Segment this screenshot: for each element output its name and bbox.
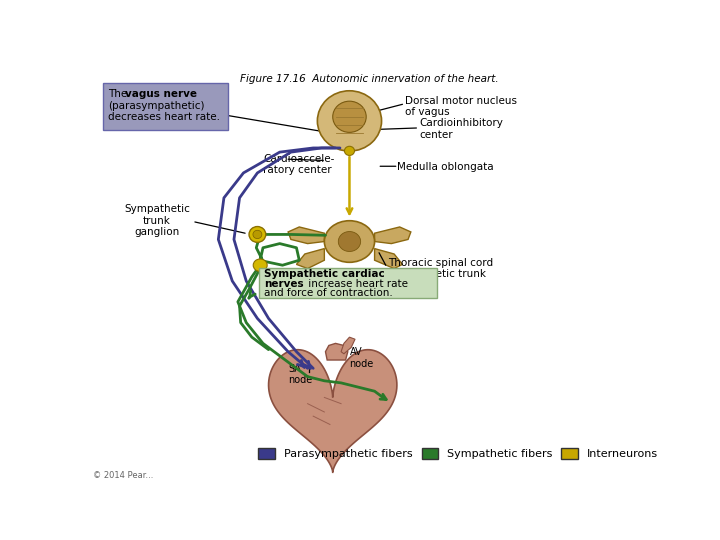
Ellipse shape [344,146,354,156]
Text: increase heart rate: increase heart rate [305,279,408,288]
Text: vagus nerve: vagus nerve [125,89,197,99]
Polygon shape [341,337,355,354]
Text: The: The [109,89,131,99]
Text: Thoracic spinal cord
Sympathetic trunk: Thoracic spinal cord Sympathetic trunk [389,258,494,279]
Text: Cardioaccele-
ratory center: Cardioaccele- ratory center [263,154,334,176]
Text: Cardioinhibitory
center: Cardioinhibitory center [419,118,503,140]
Ellipse shape [318,91,382,151]
Text: decreases heart rate.: decreases heart rate. [109,112,220,122]
Ellipse shape [333,101,366,132]
Text: SA
node: SA node [288,364,312,386]
Polygon shape [297,248,324,268]
Text: and force of contraction.: and force of contraction. [264,288,393,299]
Text: Sympathetic
trunk
ganglion: Sympathetic trunk ganglion [124,204,190,237]
Ellipse shape [253,259,267,272]
Polygon shape [269,350,397,472]
Text: © 2014 Pear...: © 2014 Pear... [93,471,153,480]
Polygon shape [288,227,324,244]
Ellipse shape [338,232,361,252]
FancyBboxPatch shape [259,268,437,299]
Ellipse shape [253,230,262,239]
Text: nerves: nerves [264,279,304,288]
FancyBboxPatch shape [103,83,228,130]
Text: AV
node: AV node [349,347,374,369]
Polygon shape [374,227,411,244]
Ellipse shape [324,221,374,262]
Text: Medulla oblongata: Medulla oblongata [397,161,493,172]
Text: (parasympathetic): (parasympathetic) [109,100,205,111]
Polygon shape [325,343,348,360]
Text: Figure 17.16  Autonomic innervation of the heart.: Figure 17.16 Autonomic innervation of th… [240,74,498,84]
Legend: Parasympathetic fibers, Sympathetic fibers, Interneurons: Parasympathetic fibers, Sympathetic fibe… [254,443,662,463]
Ellipse shape [249,227,266,242]
Text: Dorsal motor nucleus
of vagus: Dorsal motor nucleus of vagus [405,96,517,117]
Polygon shape [374,248,402,268]
Text: Sympathetic cardiac: Sympathetic cardiac [264,268,385,279]
